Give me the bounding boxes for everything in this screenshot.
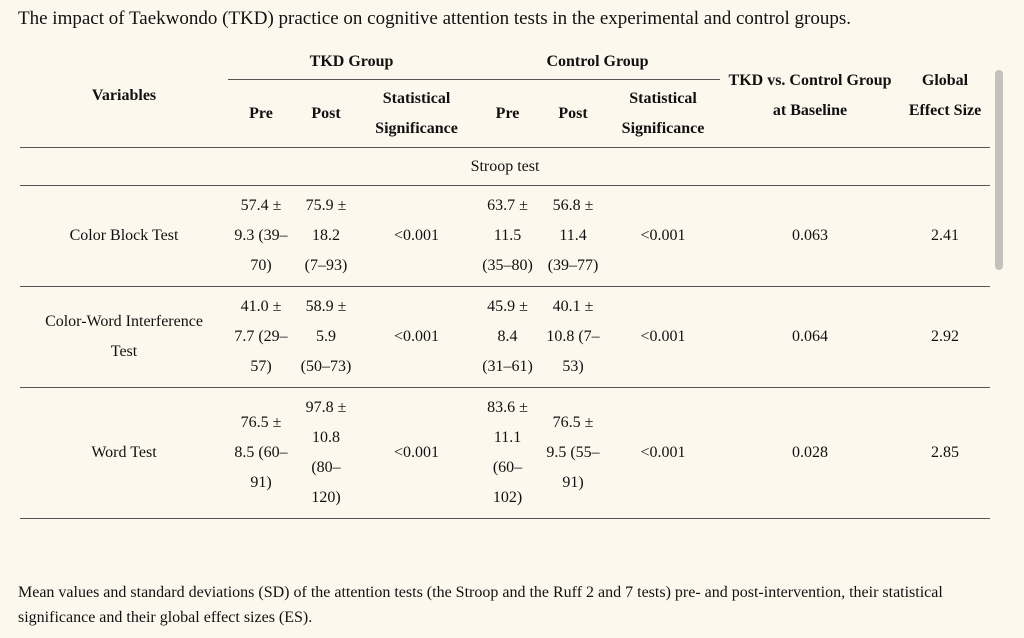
header-cell: Post <box>294 79 358 148</box>
value-cell: 76.5 ± 9.5 (55–91) <box>540 387 607 519</box>
value-cell: 41.0 ± 7.7 (29–57) <box>228 286 294 388</box>
table-title: The impact of Taekwondo (TKD) practice o… <box>18 8 852 29</box>
header-cell: Variables <box>20 45 228 148</box>
header-cell: Statistical Significance <box>606 79 721 148</box>
group-header: TKD Group <box>228 45 476 80</box>
group-header: Control Group <box>475 45 721 80</box>
header-cell: Post <box>540 79 607 148</box>
header-cell: TKD vs. Control Group at Baseline <box>720 45 901 148</box>
value-cell: <0.001 <box>358 286 476 388</box>
variable-cell: Color-Word Interference Test <box>20 286 228 388</box>
value-cell: 58.9 ± 5.9 (50–73) <box>294 286 358 388</box>
header-cell: Global Effect Size <box>900 45 990 148</box>
value-cell: <0.001 <box>606 286 721 388</box>
scrollbar-thumb[interactable] <box>995 70 1003 270</box>
table-row: Color-Word Interference Test 41.0 ± 7.7 (… <box>20 286 990 388</box>
table-row: Word Test 76.5 ± 8.5 (60–91) 97.8 ± 10.8 (… <box>20 387 990 519</box>
value-cell: 56.8 ± 11.4 (39–77) <box>540 185 607 287</box>
table-caption: Mean values and standard deviations (SD)… <box>18 584 943 626</box>
table-body: Stroop test Color Block Test 57.4 ± 9.3 (… <box>20 147 990 519</box>
value-cell: 45.9 ± 8.4 (31–61) <box>475 286 541 388</box>
value-cell: <0.001 <box>358 387 476 519</box>
variable-cell: Word Test <box>20 387 228 519</box>
value-cell: 83.6 ± 11.1 (60–102) <box>475 387 541 519</box>
value-cell: 97.8 ± 10.8 (80–120) <box>294 387 358 519</box>
value-cell: 40.1 ± 10.8 (7–53) <box>540 286 607 388</box>
header-cell: Statistical Significance <box>358 79 476 148</box>
value-cell: 76.5 ± 8.5 (60–91) <box>228 387 294 519</box>
value-cell: 2.92 <box>900 286 990 388</box>
value-cell: 0.064 <box>720 286 901 388</box>
table-row: Color Block Test 57.4 ± 9.3 (39–70) 75.9 ±… <box>20 185 990 287</box>
value-cell: <0.001 <box>606 387 721 519</box>
header-cell: Pre <box>475 79 541 148</box>
value-cell: 2.85 <box>900 387 990 519</box>
value-cell: 75.9 ± 18.2 (7–93) <box>294 185 358 287</box>
variable-cell: Color Block Test <box>20 185 228 287</box>
value-cell: <0.001 <box>606 185 721 287</box>
table-viewport: Variables TKD Group Control Group TKD vs… <box>20 45 990 555</box>
value-cell: 0.028 <box>720 387 901 519</box>
results-table: Variables TKD Group Control Group TKD vs… <box>20 45 990 519</box>
header-cell: Pre <box>228 79 294 148</box>
value-cell: 0.063 <box>720 185 901 287</box>
value-cell: 57.4 ± 9.3 (39–70) <box>228 185 294 287</box>
value-cell: <0.001 <box>358 185 476 287</box>
value-cell: 63.7 ± 11.5 (35–80) <box>475 185 541 287</box>
value-cell: 2.41 <box>900 185 990 287</box>
section-row: Stroop test <box>20 147 990 186</box>
